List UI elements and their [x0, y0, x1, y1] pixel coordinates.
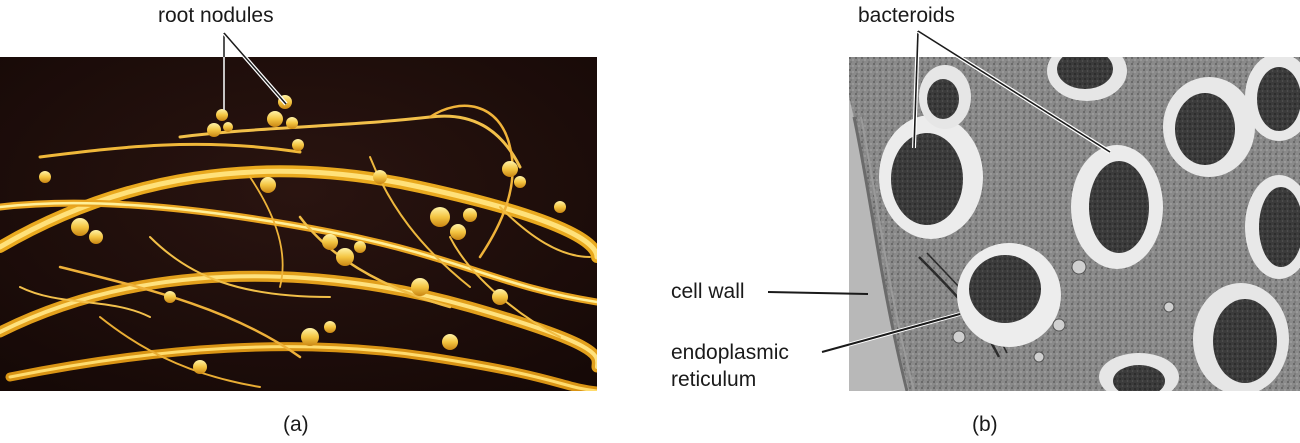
micrograph-callout-lines: [767, 29, 1112, 354]
panel-b-caption: (b): [972, 413, 998, 436]
root-strands: [0, 104, 597, 391]
bacteroids-label: bacteroids: [858, 4, 955, 27]
root-nodules-photo: [0, 57, 597, 391]
nodule-clusters: [39, 95, 566, 374]
root-nodules-illustration: [0, 57, 597, 391]
endoplasmic-reticulum-label-line1: endoplasmic: [671, 341, 789, 364]
cell-wall-label: cell wall: [671, 280, 745, 303]
endoplasmic-reticulum-label-line2: reticulum: [671, 368, 757, 391]
micrograph-illustration: [849, 57, 1300, 391]
panel-a-caption: (a): [283, 413, 309, 436]
root-nodules-callout-lines: [222, 31, 288, 110]
bacteroids: [879, 57, 1300, 391]
root-nodules-label: root nodules: [158, 4, 274, 27]
electron-micrograph: [849, 57, 1300, 391]
